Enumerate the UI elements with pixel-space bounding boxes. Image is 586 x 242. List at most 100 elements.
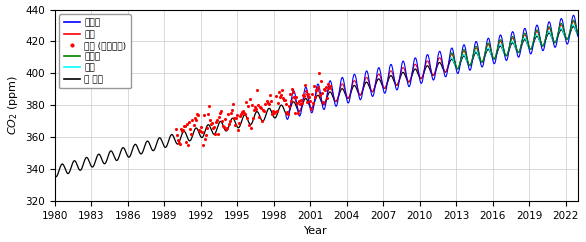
Point	[304, 92, 313, 96]
Point	[180, 124, 190, 128]
Point	[295, 102, 305, 106]
Point	[247, 126, 256, 130]
Point	[282, 110, 291, 114]
Point	[236, 114, 245, 118]
Point	[319, 87, 329, 91]
Point	[312, 87, 322, 91]
Point	[283, 113, 292, 116]
Point	[253, 88, 262, 92]
Point	[180, 124, 189, 128]
Point	[312, 88, 321, 92]
Point	[261, 102, 270, 106]
Point	[194, 128, 203, 132]
Point	[240, 112, 250, 116]
Point	[275, 95, 284, 98]
Point	[173, 138, 183, 142]
Point	[202, 126, 212, 129]
Point	[196, 125, 205, 129]
Point	[231, 116, 241, 120]
Point	[251, 105, 260, 109]
Point	[299, 94, 309, 98]
Point	[301, 89, 311, 93]
Point	[244, 123, 254, 127]
Point	[315, 71, 324, 75]
Point	[316, 93, 325, 97]
Point	[301, 83, 310, 87]
Point	[184, 144, 193, 147]
Point	[248, 103, 257, 107]
Point	[318, 91, 327, 94]
Point	[226, 120, 235, 123]
Y-axis label: $CO_2$ (ppm): $CO_2$ (ppm)	[5, 75, 19, 135]
Point	[279, 98, 288, 102]
Point	[270, 110, 280, 114]
Point	[215, 112, 224, 115]
Point	[250, 108, 259, 112]
Point	[237, 112, 246, 116]
Point	[203, 112, 212, 116]
Point	[230, 123, 240, 127]
Point	[224, 122, 234, 126]
Point	[281, 102, 291, 106]
Point	[254, 103, 263, 107]
Point	[199, 113, 209, 117]
Point	[280, 98, 289, 102]
Point	[191, 119, 200, 122]
Point	[178, 129, 187, 133]
Point	[233, 113, 242, 117]
Point	[298, 93, 308, 97]
X-axis label: Year: Year	[304, 227, 328, 236]
Point	[205, 118, 214, 122]
Point	[321, 88, 330, 92]
Point	[251, 107, 261, 111]
Point	[292, 101, 302, 105]
Point	[237, 110, 247, 114]
Point	[268, 109, 277, 113]
Point	[206, 122, 216, 126]
Point	[179, 128, 188, 132]
Point	[258, 119, 267, 123]
Point	[190, 116, 199, 120]
Point	[234, 121, 244, 125]
Point	[176, 142, 185, 146]
Point	[302, 100, 312, 104]
Point	[267, 112, 276, 116]
Point	[212, 118, 222, 121]
Point	[219, 125, 229, 129]
Point	[214, 115, 223, 119]
Point	[216, 109, 226, 113]
Point	[246, 97, 255, 101]
Point	[233, 128, 243, 132]
Point	[211, 120, 220, 124]
Point	[278, 96, 287, 100]
Legend: 안면도, 고산, 고산 (시료포집), 울릇도, 독도, 전 지구: 안면도, 고산, 고산 (시료포집), 울릇도, 독도, 전 지구	[59, 14, 131, 88]
Point	[297, 98, 306, 102]
Point	[210, 132, 220, 136]
Point	[269, 111, 278, 115]
Point	[274, 90, 284, 94]
Point	[260, 109, 269, 113]
Point	[272, 109, 281, 113]
Point	[255, 114, 264, 118]
Point	[229, 103, 238, 106]
Point	[271, 94, 280, 98]
Point	[309, 84, 319, 88]
Point	[213, 133, 223, 136]
Point	[285, 91, 295, 95]
Point	[193, 113, 202, 117]
Point	[197, 130, 206, 134]
Point	[248, 116, 258, 120]
Point	[322, 85, 331, 89]
Point	[185, 120, 194, 124]
Point	[241, 100, 251, 104]
Point	[223, 112, 233, 116]
Point	[314, 85, 323, 89]
Point	[173, 133, 182, 137]
Point	[244, 104, 253, 108]
Point	[277, 88, 287, 92]
Point	[220, 117, 230, 121]
Point	[188, 118, 197, 122]
Point	[259, 108, 268, 112]
Point	[189, 123, 198, 127]
Point	[207, 121, 216, 125]
